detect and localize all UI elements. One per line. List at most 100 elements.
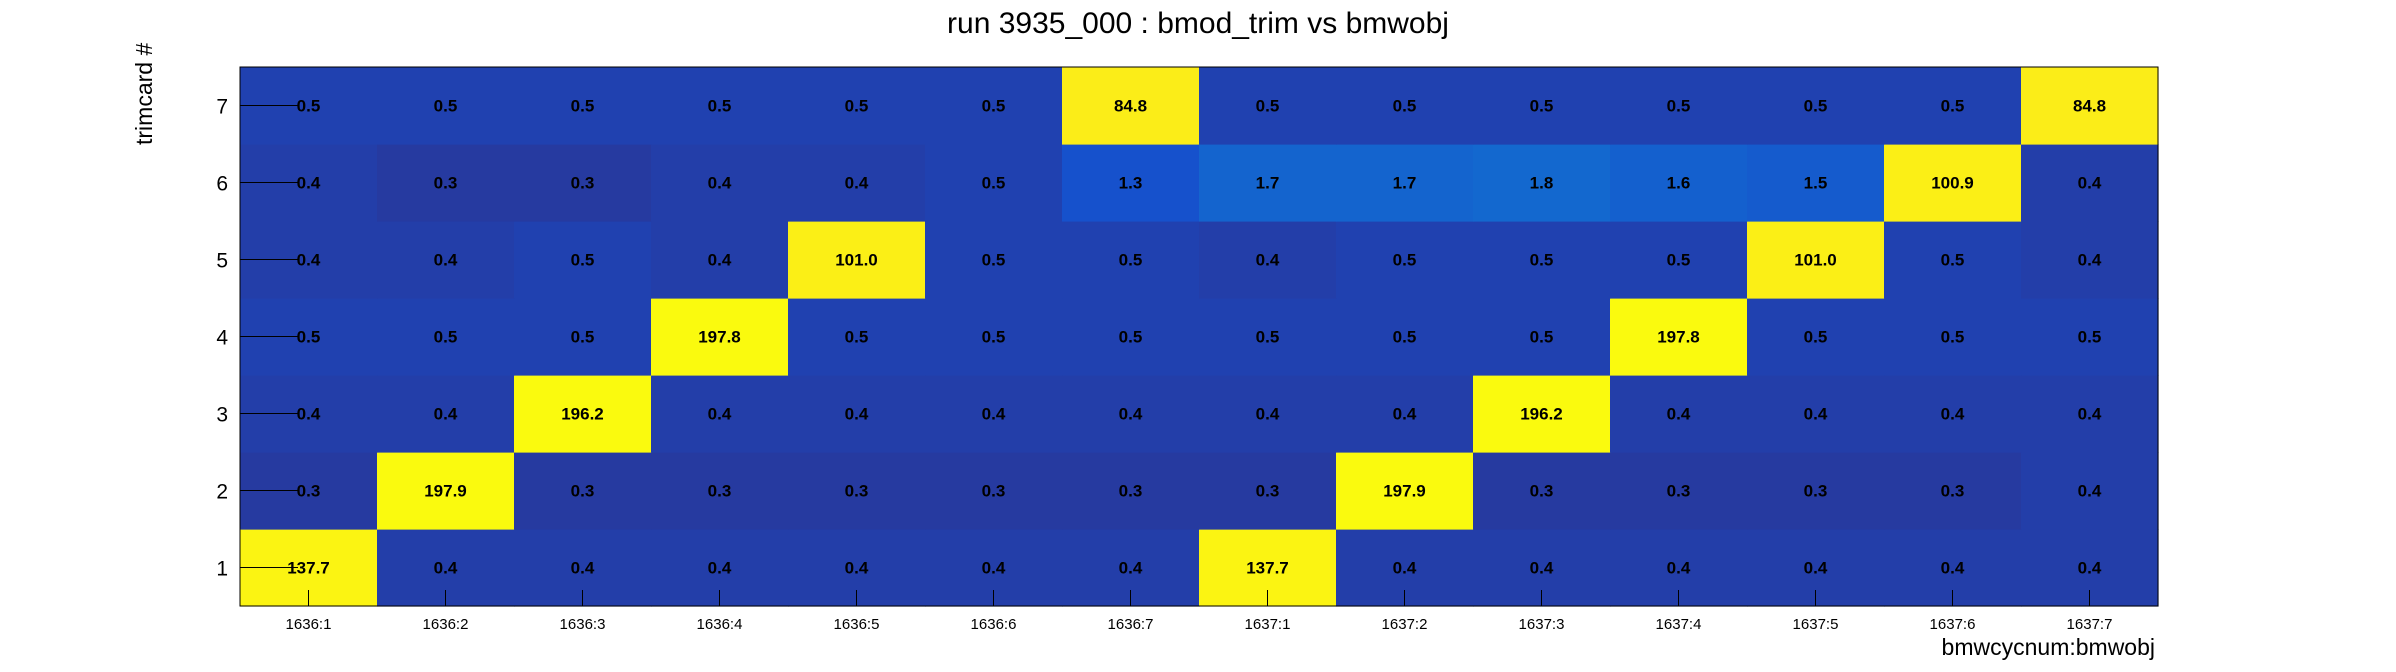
cell-value-label: 137.7	[1246, 559, 1289, 578]
cell-value-label: 0.4	[2078, 405, 2102, 424]
cell-value-label: 0.4	[1941, 405, 1965, 424]
cell-value-label: 0.5	[434, 328, 458, 347]
cell-value-label: 0.5	[297, 97, 321, 116]
heatmap-cell	[1747, 452, 1885, 530]
heatmap-cell	[788, 144, 926, 222]
cell-value-label: 0.4	[434, 405, 458, 424]
heatmap-cell	[1199, 67, 1337, 145]
cell-value-label: 0.4	[708, 405, 732, 424]
cell-value-label: 0.5	[2078, 328, 2102, 347]
heatmap-cell	[2021, 375, 2159, 453]
heatmap-cell	[788, 298, 926, 376]
heatmap-cell	[1336, 375, 1474, 453]
x-tick-label: 1636:3	[560, 616, 606, 633]
heatmap-cell	[1747, 67, 1885, 145]
cell-value-label: 0.5	[845, 328, 869, 347]
heatmap-cell	[1884, 221, 2022, 299]
x-tick-label: 1636:6	[971, 616, 1017, 633]
heatmap-cell	[1884, 452, 2022, 530]
cell-value-label: 0.4	[1804, 559, 1828, 578]
heatmap-cell	[1062, 221, 1200, 299]
cell-value-label: 0.5	[1667, 251, 1691, 270]
heatmap-cell	[514, 298, 652, 376]
heatmap-cell	[651, 144, 789, 222]
cell-value-label: 0.3	[1804, 482, 1828, 501]
heatmap-cell	[1473, 221, 1611, 299]
cell-value-label: 197.8	[698, 328, 741, 347]
cell-value-label: 0.3	[571, 482, 595, 501]
heatmap-cell	[1336, 67, 1474, 145]
heatmap-cell	[651, 298, 789, 376]
cell-value-label: 0.4	[297, 405, 321, 424]
cell-value-label: 0.5	[1393, 251, 1417, 270]
heatmap-cell	[514, 221, 652, 299]
cell-value-label: 0.3	[982, 482, 1006, 501]
heatmap-cell	[1062, 144, 1200, 222]
cell-value-label: 0.5	[1530, 251, 1554, 270]
heatmap-cell	[1610, 452, 1748, 530]
cell-value-label: 84.8	[2073, 97, 2106, 116]
cell-value-label: 197.8	[1657, 328, 1700, 347]
cell-value-label: 0.5	[982, 97, 1006, 116]
cell-value-label: 0.4	[1804, 405, 1828, 424]
heatmap-cell	[377, 221, 515, 299]
cell-value-label: 0.5	[571, 251, 595, 270]
heatmap-cell	[1199, 298, 1337, 376]
cell-value-label: 0.5	[1119, 328, 1143, 347]
cell-value-label: 0.5	[1667, 97, 1691, 116]
cell-value-label: 0.5	[434, 97, 458, 116]
heatmap-cell	[1610, 221, 1748, 299]
heatmap-cell	[1473, 67, 1611, 145]
cell-value-label: 0.4	[982, 405, 1006, 424]
x-tick-label: 1637:5	[1793, 616, 1839, 633]
y-tick-label: 6	[216, 173, 228, 196]
heatmap-cell	[1884, 375, 2022, 453]
x-tick-label: 1637:7	[2067, 616, 2113, 633]
cell-value-label: 0.3	[845, 482, 869, 501]
cell-value-label: 0.5	[1256, 97, 1280, 116]
cell-value-label: 197.9	[424, 482, 467, 501]
cell-value-label: 0.4	[571, 559, 595, 578]
cell-value-label: 0.5	[1530, 328, 1554, 347]
cell-value-label: 0.4	[1393, 405, 1417, 424]
heatmap-cell	[1062, 375, 1200, 453]
cell-value-label: 0.4	[1941, 559, 1965, 578]
cell-value-label: 0.5	[297, 328, 321, 347]
heatmap-cell	[925, 298, 1063, 376]
cell-value-label: 0.3	[1667, 482, 1691, 501]
heatmap-cell	[377, 298, 515, 376]
cell-value-label: 1.3	[1119, 174, 1143, 193]
heatmap-cell	[1610, 67, 1748, 145]
y-tick-label: 1	[216, 558, 228, 581]
heatmap-cell	[1747, 221, 1885, 299]
y-tick-label: 2	[216, 481, 228, 504]
heatmap-cell	[925, 144, 1063, 222]
cell-value-label: 0.5	[982, 328, 1006, 347]
heatmap-cell	[514, 144, 652, 222]
heatmap-cell	[651, 67, 789, 145]
x-tick-label: 1636:7	[1108, 616, 1154, 633]
heatmap-cell	[788, 221, 926, 299]
cell-value-label: 0.3	[708, 482, 732, 501]
y-tick-label: 5	[216, 250, 228, 273]
x-tick-label: 1637:4	[1656, 616, 1702, 633]
heatmap-cell	[1884, 144, 2022, 222]
heatmap-cell	[1473, 298, 1611, 376]
x-tick-label: 1636:5	[834, 616, 880, 633]
cell-value-label: 0.4	[2078, 251, 2102, 270]
cell-value-label: 0.4	[708, 559, 732, 578]
x-tick-label: 1636:2	[423, 616, 469, 633]
cell-value-label: 0.3	[571, 174, 595, 193]
cell-value-label: 101.0	[835, 251, 878, 270]
cell-value-label: 0.5	[1393, 328, 1417, 347]
cell-value-label: 0.4	[1119, 559, 1143, 578]
heatmap-cell	[2021, 298, 2159, 376]
heatmap-cell-labels: 137.7 0.4 0.4 0.4 0.4 0.4 0.4 137.7 0.4 0.4 0.4 0.4…	[287, 97, 2106, 578]
heatmap-cell	[1884, 298, 2022, 376]
cell-value-label: 0.4	[1667, 559, 1691, 578]
cell-value-label: 196.2	[1520, 405, 1563, 424]
cell-value-label: 0.4	[1119, 405, 1143, 424]
cell-value-label: 1.6	[1667, 174, 1691, 193]
cell-value-label: 137.7	[287, 559, 330, 578]
